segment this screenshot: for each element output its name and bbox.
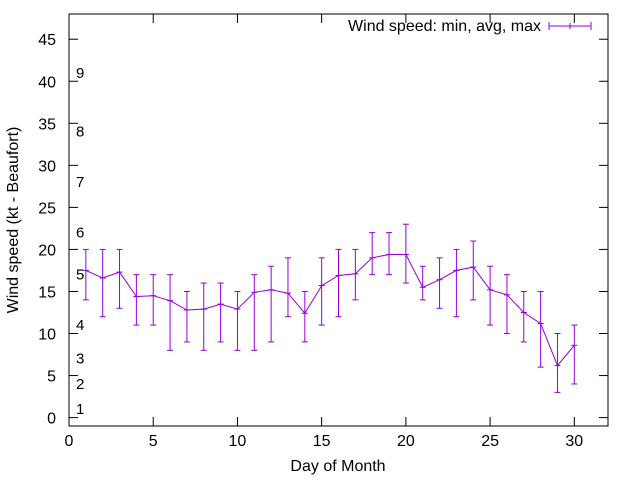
- beaufort-label: 2: [76, 376, 84, 393]
- y-tick-label: 45: [38, 32, 56, 49]
- y-tick-label: 20: [38, 242, 56, 259]
- x-tick-label: 30: [565, 433, 583, 450]
- beaufort-label: 9: [76, 65, 84, 82]
- y-tick-label: 40: [38, 74, 56, 91]
- beaufort-label: 1: [76, 401, 84, 418]
- x-tick-label: 10: [229, 433, 247, 450]
- plot-frame: [68, 13, 609, 427]
- x-tick-label: 20: [397, 433, 415, 450]
- beaufort-label: 4: [76, 317, 84, 334]
- beaufort-label: 8: [76, 124, 84, 141]
- beaufort-label: 3: [76, 351, 84, 368]
- y-axis-label: Wind speed (kt - Beaufort): [5, 127, 22, 314]
- x-tick-label: 0: [65, 433, 74, 450]
- series-line: [85, 254, 575, 367]
- y-tick-label: 10: [38, 327, 56, 344]
- legend: Wind speed: min, avg, max: [348, 18, 592, 35]
- series-wind-speed: [82, 223, 578, 393]
- x-tick-label: 15: [313, 433, 331, 450]
- y-tick-label: 5: [47, 369, 56, 386]
- x-axis-ticks: 0 5 10 15 20 25 30: [65, 14, 583, 450]
- x-tick-label: 5: [149, 433, 158, 450]
- x-axis-label: Day of Month: [290, 458, 385, 475]
- beaufort-label: 6: [76, 225, 84, 242]
- legend-label: Wind speed: min, avg, max: [348, 18, 541, 35]
- beaufort-annotations: 1 2 3 4 5 6 7 8 9: [76, 65, 84, 418]
- beaufort-label: 7: [76, 174, 84, 191]
- y-tick-label: 15: [38, 284, 56, 301]
- y-tick-label: 25: [38, 200, 56, 217]
- y-tick-label: 35: [38, 116, 56, 133]
- y-tick-label: 0: [47, 411, 56, 428]
- y-tick-label: 30: [38, 158, 56, 175]
- x-tick-label: 25: [481, 433, 499, 450]
- beaufort-label: 5: [76, 267, 84, 284]
